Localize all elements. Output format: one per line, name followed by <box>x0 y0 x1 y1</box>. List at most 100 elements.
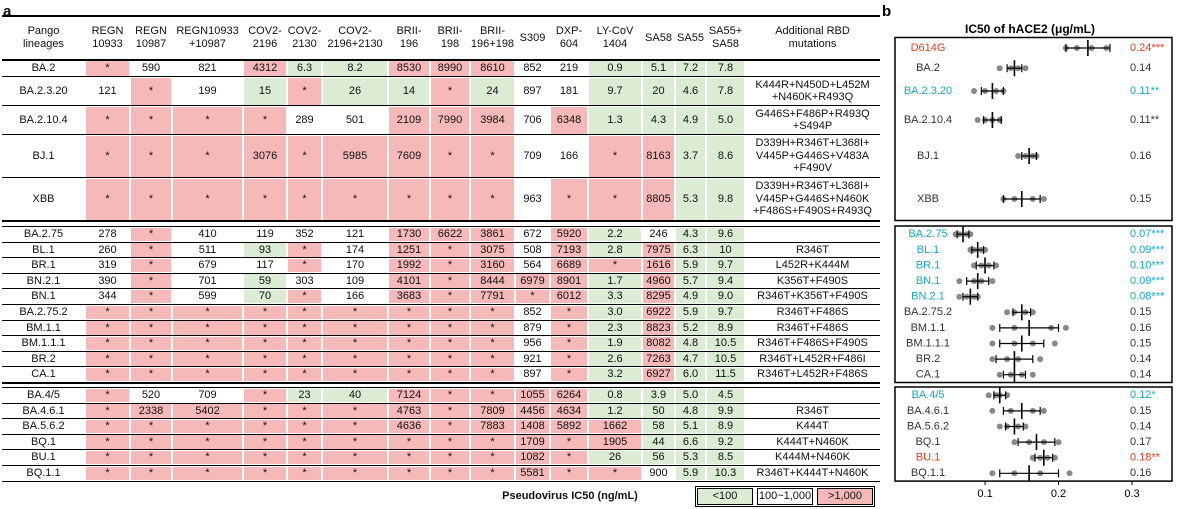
data-point <box>1022 423 1029 430</box>
value-cell: * <box>551 450 587 465</box>
value-cell: 4456 <box>516 404 549 418</box>
x-tick-label: 0.2 <box>1051 488 1066 500</box>
value-cell: * <box>471 450 514 465</box>
value-cell: 9.7 <box>707 258 744 273</box>
value-cell: * <box>323 466 387 481</box>
value-cell: * <box>131 466 171 481</box>
value-cell: 6927 <box>643 367 674 382</box>
value-cell: 1992 <box>389 258 429 273</box>
value-cell: 9.8 <box>707 178 744 220</box>
row-rule <box>2 449 880 451</box>
value-cell: * <box>173 450 242 465</box>
row-rule <box>2 105 880 106</box>
value-cell: 3075 <box>471 243 514 257</box>
value-label: 0.16 <box>1130 467 1151 479</box>
value-cell: * <box>244 106 286 134</box>
value-cell: * <box>86 178 129 220</box>
variant-name: BA.2.3.20 <box>904 85 952 97</box>
variant-name: BN.1 <box>916 275 940 287</box>
value-cell: 5985 <box>323 135 387 177</box>
value-cell: 6348 <box>551 106 587 134</box>
value-label: 0.16 <box>1130 322 1151 334</box>
value-cell: 1730 <box>389 227 429 242</box>
mutation-cell: D339H+R346T+L368I+ V445P+G446S+N460K +F4… <box>753 180 872 218</box>
value-cell: 8.6 <box>707 135 744 177</box>
value-cell: 10 <box>707 243 744 257</box>
value-cell: * <box>431 466 469 481</box>
value-cell: * <box>431 352 469 366</box>
value-cell: 0.9 <box>589 61 641 76</box>
value-cell: 6.3 <box>288 61 321 76</box>
value-cell: 897 <box>516 367 549 382</box>
variant-name: BA.4/5 <box>911 389 944 401</box>
value-cell: * <box>431 388 469 403</box>
group-rule <box>2 382 880 384</box>
value-cell: 4.3 <box>643 106 674 134</box>
value-cell: 3683 <box>389 289 429 304</box>
variant-name: BU.1 <box>916 452 940 464</box>
value-label: 0.11** <box>1130 85 1160 97</box>
variant-name: XBB <box>917 193 939 205</box>
group-box <box>894 386 1173 482</box>
value-cell: * <box>173 305 242 320</box>
column-header: SA55 <box>677 31 704 44</box>
value-cell: 11.5 <box>707 367 744 382</box>
value-cell: * <box>471 135 514 177</box>
data-point <box>1055 439 1062 446</box>
mutation-cell: R346T+F486S <box>776 321 849 334</box>
value-cell: 852 <box>516 61 549 76</box>
value-cell: * <box>244 321 286 335</box>
value-cell: 8.5 <box>707 450 744 465</box>
legend-swatch: 100~1,000 <box>757 488 813 505</box>
value-cell: * <box>471 178 514 220</box>
value-cell: * <box>131 274 171 288</box>
row-rule <box>2 304 880 305</box>
lineage-cell: BA.2.3.20 <box>19 84 68 97</box>
value-cell: 219 <box>551 61 587 76</box>
value-cell: * <box>244 450 286 465</box>
group-box <box>894 36 1173 222</box>
value-cell: * <box>431 77 469 105</box>
data-point <box>989 407 996 414</box>
value-label: 0.07*** <box>1130 228 1165 240</box>
value-cell: 166 <box>551 135 587 177</box>
legend-frame <box>695 486 875 507</box>
value-cell: * <box>288 321 321 335</box>
value-label: 0.17 <box>1130 436 1151 448</box>
value-cell: * <box>431 367 469 382</box>
value-cell: * <box>431 404 469 418</box>
value-cell: * <box>389 450 429 465</box>
lineage-cell: BJ.1 <box>32 149 55 162</box>
value-cell: * <box>431 305 469 320</box>
value-label: 0.14 <box>1130 369 1151 381</box>
value-cell: * <box>131 227 171 242</box>
value-cell: * <box>551 321 587 335</box>
value-cell: 7.8 <box>707 61 744 76</box>
value-cell: * <box>288 435 321 449</box>
value-cell: 278 <box>86 227 129 242</box>
lineage-cell: BA.4.6.1 <box>22 404 65 417</box>
lineage-cell: BM.1.1 <box>26 321 61 334</box>
data-point <box>1011 439 1018 446</box>
value-cell: * <box>86 61 129 76</box>
group-rule <box>2 59 880 61</box>
value-cell: 4.9 <box>676 106 705 134</box>
value-cell: * <box>288 305 321 320</box>
value-cell: * <box>389 367 429 382</box>
value-cell: * <box>323 305 387 320</box>
value-cell: * <box>173 336 242 351</box>
value-cell: 58 <box>643 419 674 434</box>
value-cell: 3.0 <box>589 305 641 320</box>
value-cell: * <box>323 404 387 418</box>
value-cell: 8295 <box>643 289 674 304</box>
value-cell: 56 <box>643 450 674 465</box>
value-cell: 4960 <box>643 274 674 288</box>
lineage-cell: BU.1 <box>31 451 56 464</box>
value-cell: 2338 <box>131 404 171 418</box>
column-header: REGN10933 +10987 <box>176 25 239 50</box>
value-cell: * <box>389 466 429 481</box>
variant-name: BR.1 <box>916 259 940 271</box>
group-rule <box>2 480 880 483</box>
value-cell: * <box>86 367 129 382</box>
value-label: 0.24*** <box>1130 42 1165 54</box>
